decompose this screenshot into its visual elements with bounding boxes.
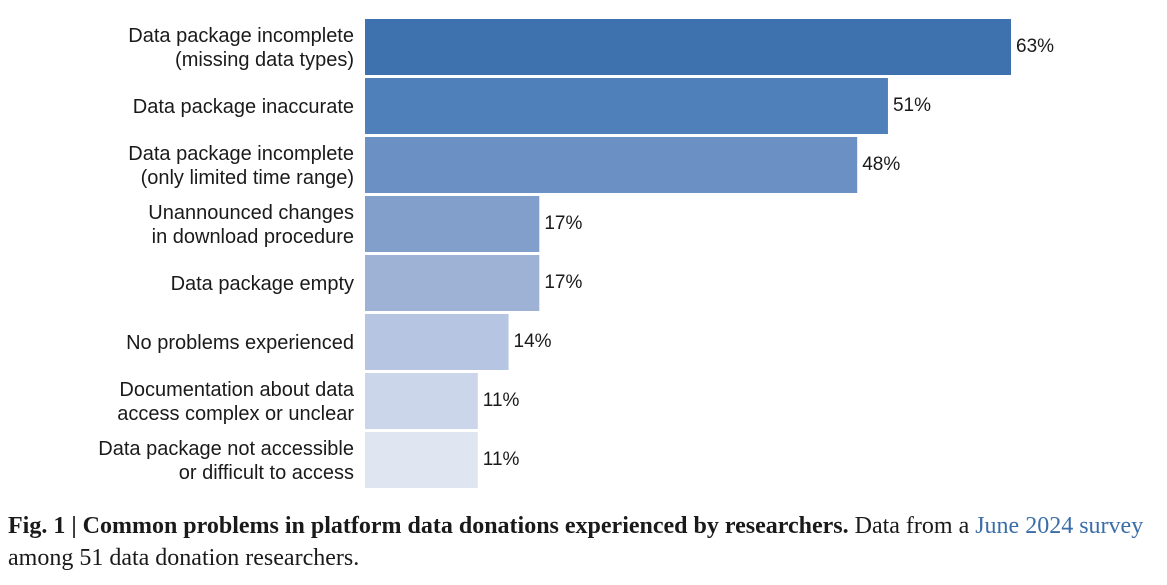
bar-1 — [365, 19, 1011, 75]
category-label-line: or difficult to access — [179, 462, 354, 484]
bar-4 — [365, 196, 540, 252]
bar-3 — [365, 137, 858, 193]
category-label-1: Data package incomplete (missing data typ… — [128, 25, 354, 71]
caption-fig-label: Fig. 1 | — [8, 513, 83, 539]
bar-value-label-1: 63% — [1016, 36, 1054, 57]
bar-value-label-3: 48% — [862, 154, 900, 175]
category-label-line: in download procedure — [152, 226, 354, 248]
caption-text-before-link: Data from a — [848, 513, 976, 539]
category-label-line: Data package inaccurate — [133, 96, 354, 118]
category-label-line: Documentation about data — [119, 379, 354, 401]
bar-5 — [365, 255, 540, 311]
category-label-7: Documentation about data access complex o… — [117, 379, 355, 425]
category-label-8: Data package not accessible or difficult … — [98, 438, 354, 484]
category-label-line: access complex or unclear — [117, 403, 354, 425]
category-label-line: (only limited time range) — [141, 167, 354, 189]
caption-text-after-link: among 51 data donation researchers. — [8, 545, 360, 571]
caption-survey-link[interactable]: June 2024 survey — [975, 513, 1144, 539]
category-label-line: Data package incomplete — [128, 25, 354, 47]
category-label-4: Unannounced changes in download procedure — [148, 202, 354, 248]
category-label-line: Data package empty — [171, 273, 354, 295]
bar-value-label-5: 17% — [544, 272, 582, 293]
bar-2 — [365, 78, 888, 134]
category-label-line: Data package not accessible — [98, 438, 354, 460]
bar-value-label-6: 14% — [514, 331, 552, 352]
bar-value-label-2: 51% — [893, 95, 931, 116]
bar-value-label-7: 11% — [483, 390, 520, 411]
bar-chart: 63%Data package incomplete (missing data … — [98, 19, 1054, 488]
bar-value-label-4: 17% — [544, 213, 582, 234]
bar-7 — [365, 373, 478, 429]
category-label-line: Unannounced changes — [148, 202, 354, 224]
category-label-5: Data package empty — [171, 273, 354, 295]
bar-value-label-8: 11% — [483, 449, 520, 470]
caption-title: Common problems in platform data donatio… — [82, 513, 849, 539]
category-label-line: (missing data types) — [175, 49, 354, 71]
category-label-6: No problems experienced — [126, 332, 354, 354]
figure-caption: Fig. 1 | Common problems in platform dat… — [8, 510, 1158, 574]
bar-6 — [365, 314, 509, 370]
category-label-line: Data package incomplete — [128, 143, 354, 165]
category-label-3: Data package incomplete (only limited tim… — [128, 143, 354, 189]
category-label-2: Data package inaccurate — [133, 96, 354, 118]
bar-8 — [365, 432, 478, 488]
category-label-line: No problems experienced — [126, 332, 354, 354]
